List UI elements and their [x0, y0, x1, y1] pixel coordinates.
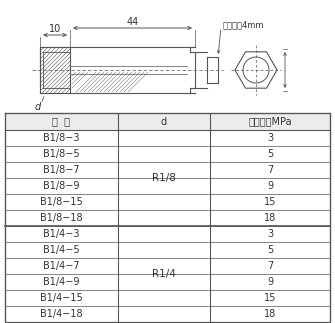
Polygon shape	[5, 113, 330, 130]
Text: B1/4−18: B1/4−18	[40, 309, 83, 319]
Text: 5: 5	[267, 149, 273, 159]
Text: 9: 9	[267, 277, 273, 287]
Text: d: d	[35, 102, 41, 112]
Text: B1/4−3: B1/4−3	[43, 229, 80, 239]
Text: B1/8−18: B1/8−18	[40, 213, 83, 223]
Text: 3: 3	[267, 133, 273, 143]
Text: B1/4−7: B1/4−7	[43, 261, 80, 271]
Text: d: d	[161, 117, 167, 127]
Text: 3: 3	[267, 229, 273, 239]
Text: B1/8−9: B1/8−9	[43, 181, 80, 191]
Text: 5: 5	[267, 245, 273, 255]
Text: B1/8−15: B1/8−15	[40, 197, 83, 207]
Text: R1/8: R1/8	[152, 173, 176, 183]
Text: 设定压力MPa: 设定压力MPa	[248, 117, 292, 127]
Text: 伸出量剠4mm: 伸出量剠4mm	[223, 20, 265, 29]
Text: 44: 44	[126, 17, 139, 27]
Text: 18: 18	[264, 213, 276, 223]
Text: B1/4−9: B1/4−9	[43, 277, 80, 287]
Text: B1/8−3: B1/8−3	[43, 133, 80, 143]
Text: 15: 15	[264, 197, 276, 207]
Text: 型  式: 型 式	[53, 117, 70, 127]
Text: 7: 7	[267, 165, 273, 175]
Text: 15: 15	[264, 293, 276, 303]
Text: 10: 10	[49, 24, 61, 34]
Text: 9: 9	[267, 181, 273, 191]
Text: B1/4−5: B1/4−5	[43, 245, 80, 255]
Text: B1/8−7: B1/8−7	[43, 165, 80, 175]
Text: B1/8−5: B1/8−5	[43, 149, 80, 159]
Text: 18: 18	[264, 309, 276, 319]
Text: B1/4−15: B1/4−15	[40, 293, 83, 303]
Text: R1/4: R1/4	[152, 269, 176, 279]
Text: 7: 7	[267, 261, 273, 271]
